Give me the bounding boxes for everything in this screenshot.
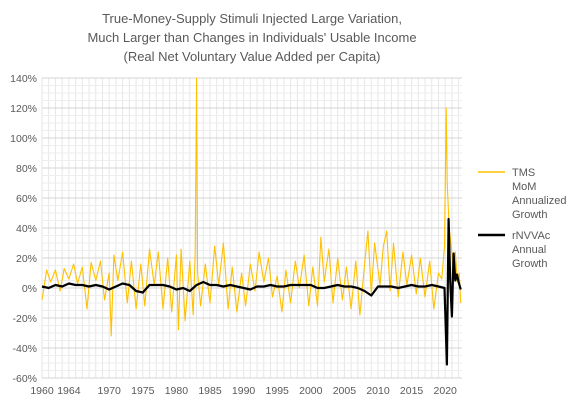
y-tick-label: 0% (22, 283, 37, 295)
x-tick-label: 1970 (98, 385, 122, 397)
x-tick-label: 1990 (232, 385, 256, 397)
y-tick-label: -60% (12, 373, 37, 385)
x-tick-label: 2010 (366, 385, 390, 397)
x-tick-label: 2015 (400, 385, 424, 397)
legend: TMS MoM Annualized Growth rNVVAc Annual Growth (478, 167, 566, 270)
legend-label-line: Growth (512, 258, 547, 270)
y-tick-label: 80% (16, 163, 37, 175)
x-tick-label: 1985 (198, 385, 222, 397)
chart-title-line-2: Much Larger than Changes in Individuals'… (87, 30, 416, 45)
x-tick-label: 1964 (57, 385, 81, 397)
x-tick-label: 2005 (333, 385, 357, 397)
chart-title-line-1: True-Money-Supply Stimuli Injected Large… (102, 11, 402, 26)
y-tick-label: -40% (12, 343, 37, 355)
x-tick-label: 2020 (434, 385, 458, 397)
x-tick-label: 2000 (299, 385, 323, 397)
y-tick-label: 120% (10, 103, 37, 115)
y-tick-label: 20% (16, 253, 37, 265)
legend-label-line: TMS (512, 167, 535, 179)
x-tick-label: 1980 (165, 385, 189, 397)
y-tick-label: 60% (16, 193, 37, 205)
plot-area: 140%120%100%80%60%40%20%0%-20%-40%-60%19… (10, 73, 462, 397)
series-line-rnvvac (41, 217, 462, 366)
x-tick-label: 1960 (30, 385, 54, 397)
legend-label-line: rNVVAc (512, 230, 551, 242)
legend-label-line: MoM (512, 181, 536, 193)
legend-label-line: Annualized (512, 195, 566, 207)
legend-label-line: Growth (512, 209, 547, 221)
x-tick-label: 1975 (131, 385, 155, 397)
y-tick-label: -20% (12, 313, 37, 325)
y-tick-label: 140% (10, 73, 37, 85)
x-tick-label: 1995 (266, 385, 290, 397)
y-tick-label: 40% (16, 223, 37, 235)
y-tick-label: 100% (10, 133, 37, 145)
legend-label-line: Annual (512, 244, 546, 256)
series-line-tms (41, 77, 462, 337)
chart-title-line-3: (Real Net Voluntary Value Added per Capi… (123, 49, 380, 64)
